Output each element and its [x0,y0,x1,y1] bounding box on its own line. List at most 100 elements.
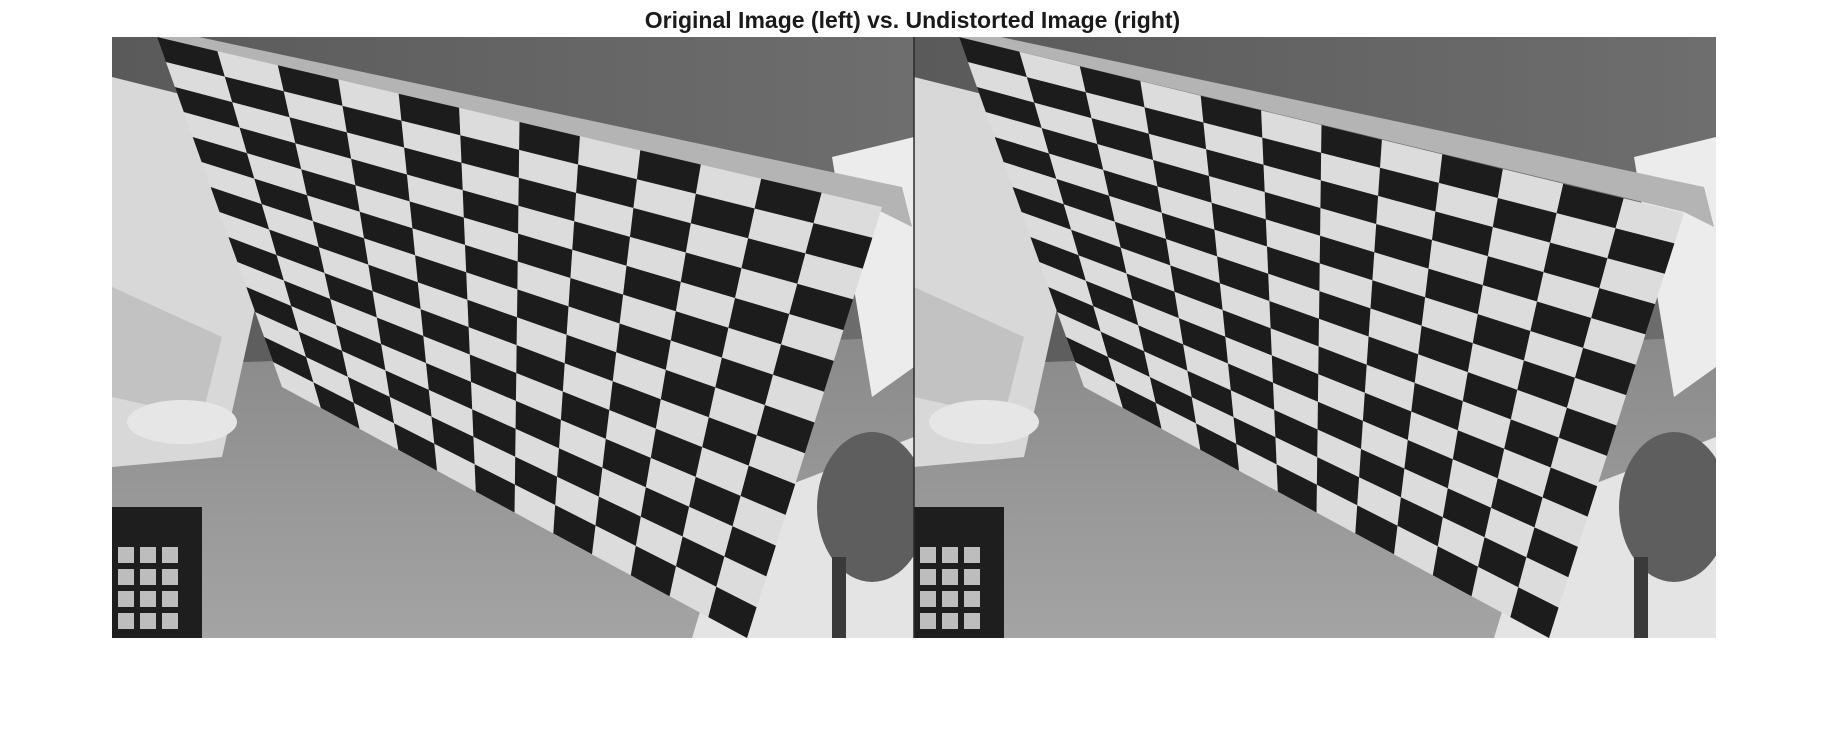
keypad-key [942,547,958,563]
keypad-key [964,547,980,563]
chair-leg [1634,557,1648,638]
checker-square [472,409,516,457]
checker-square [1452,430,1505,479]
checker-square [465,244,518,290]
checker-square [518,177,577,222]
keypad-key [118,547,134,563]
checker-square [1317,401,1363,449]
checker-square [1318,346,1367,393]
checker-square [553,505,596,555]
checker-square [1478,537,1527,588]
checker-square [298,331,348,377]
checker-square [1276,464,1317,513]
keypad-key [140,569,156,585]
checker-square [756,405,815,454]
checker-square [1153,160,1212,203]
checker-square [1355,505,1398,555]
checker-square [564,334,617,382]
checker-square [789,283,854,331]
checker-square [1491,478,1543,528]
checker-square [394,423,437,471]
checker-square [301,169,360,212]
checker-square [1482,256,1544,302]
checker-square [805,223,873,269]
checker-square [1425,268,1483,315]
keypad-key [920,547,936,563]
checker-square [336,325,386,371]
checker-square [283,280,337,325]
checker-square [650,428,703,477]
checker-square [690,193,755,239]
checker-square [1115,382,1162,429]
checker-square [1442,488,1492,538]
checker-square [246,287,299,332]
checker-square [347,376,394,424]
checker-square [572,221,630,266]
checker-square [1510,587,1559,638]
checker-square [157,37,225,77]
checker-square [595,496,641,546]
checker-square [724,526,776,577]
checker-square [728,298,790,345]
checker-square [1575,347,1636,396]
checker-square [313,382,360,429]
checker-square [1071,229,1127,274]
checker-square [1269,301,1319,347]
checker-square [1418,325,1473,373]
checker-square [1217,256,1270,301]
checker-square [1319,235,1375,281]
checker-square [1543,242,1608,289]
checker-square [1438,154,1503,198]
checker-square [342,105,405,148]
checker-square [630,208,691,253]
checker-square [676,536,725,587]
checker-square [1012,187,1072,230]
checker-square [192,137,255,179]
checker-square [1556,183,1624,229]
checker-square [420,309,470,355]
checker-square [560,391,610,439]
checker-square [517,233,573,278]
keypad-key [920,613,936,629]
checker-square [431,416,475,465]
checker-square [516,345,565,392]
keypad-key [942,569,958,585]
checker-square [1262,137,1322,181]
checker-square [474,464,515,513]
checker-square [1206,149,1265,192]
checker-square [609,381,661,429]
checker-square [1530,301,1592,348]
checker-square [1200,95,1263,138]
checker-square [702,417,757,466]
checker-square [1504,419,1559,468]
checker-square [351,158,410,202]
checker-square [1274,409,1318,458]
checker-square [1041,128,1104,170]
checker-square [1079,66,1145,108]
checker-square [517,289,569,335]
checker-square [1492,198,1557,243]
checker-square [1316,457,1360,506]
checker-square [239,127,302,170]
checker-square [630,545,676,597]
checker-square [324,273,377,318]
checker-square [1149,377,1196,424]
checker-square [1211,202,1267,247]
checker-square [467,299,517,346]
checker-square [976,87,1042,128]
checker-square [1362,392,1412,440]
checker-square [568,278,624,324]
checker-square [462,190,519,234]
checker-square [1048,287,1101,332]
checker-square [1144,107,1207,150]
checker-square [1411,382,1463,431]
papers-stack [914,287,1024,417]
chair-leg [832,557,846,638]
checker-square [404,147,463,191]
keypad-key [920,569,936,585]
checker-square [1558,407,1617,456]
checker-square [680,252,742,298]
checker-square [277,65,343,106]
figure-title: Original Image (left) vs. Undistorted Im… [644,7,1181,33]
checker-square [660,369,716,418]
